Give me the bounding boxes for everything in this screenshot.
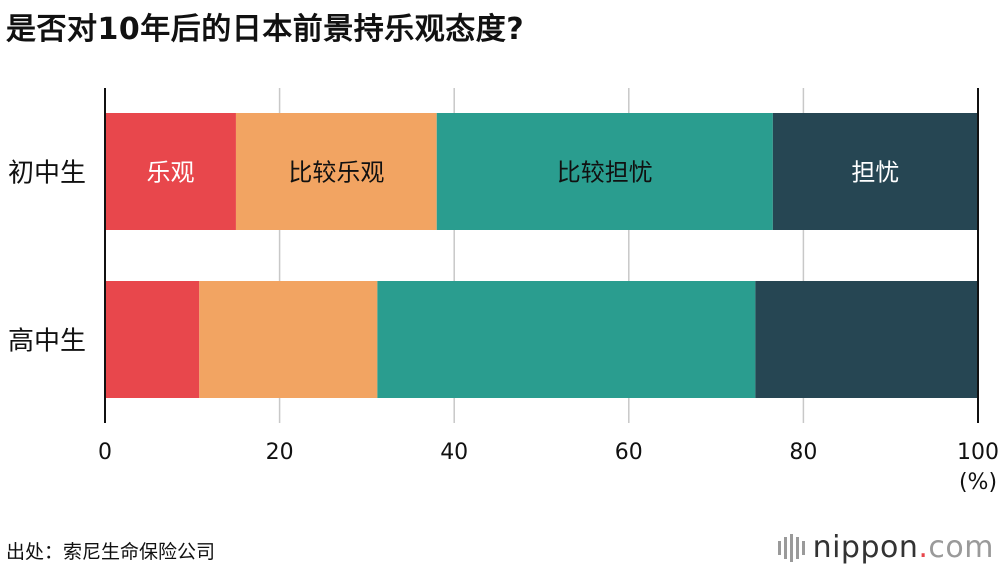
logo-bar bbox=[777, 540, 781, 555]
bar-segment bbox=[436, 113, 773, 230]
logo-text: nippon.com bbox=[812, 530, 994, 565]
category-label: 高中生 bbox=[8, 327, 86, 357]
segment-label: 比较乐观 bbox=[288, 159, 384, 187]
x-tick-label: 100 bbox=[957, 440, 999, 465]
bar-segment bbox=[105, 113, 236, 230]
segment-label: 乐观 bbox=[146, 159, 194, 187]
segment-label: 比较担忧 bbox=[557, 159, 653, 187]
bar-segment bbox=[235, 113, 437, 230]
category-label: 初中生 bbox=[8, 159, 86, 189]
x-tick-label: 60 bbox=[615, 440, 643, 465]
logo-bar bbox=[789, 533, 793, 562]
chart-title: 是否对10年后的日本前景持乐观态度? bbox=[6, 12, 525, 47]
bar-segment bbox=[772, 113, 978, 230]
logo-bar bbox=[795, 536, 799, 559]
bar-segment bbox=[755, 281, 978, 398]
bar-segment bbox=[377, 281, 756, 398]
logo-bars-icon bbox=[777, 533, 805, 562]
x-axis-unit: (%) bbox=[959, 470, 997, 495]
x-tick-label: 80 bbox=[789, 440, 817, 465]
x-tick-label: 0 bbox=[98, 440, 112, 465]
bar-segment bbox=[105, 281, 200, 398]
bar-segment bbox=[199, 281, 378, 398]
source-note: 出处：索尼生命保险公司 bbox=[6, 541, 216, 563]
x-tick-label: 20 bbox=[266, 440, 294, 465]
nippon-logo: nippon.com bbox=[777, 530, 994, 565]
segment-label: 担忧 bbox=[851, 159, 899, 187]
x-tick-label: 40 bbox=[440, 440, 468, 465]
logo-bar bbox=[801, 540, 805, 555]
logo-bar bbox=[783, 536, 787, 559]
